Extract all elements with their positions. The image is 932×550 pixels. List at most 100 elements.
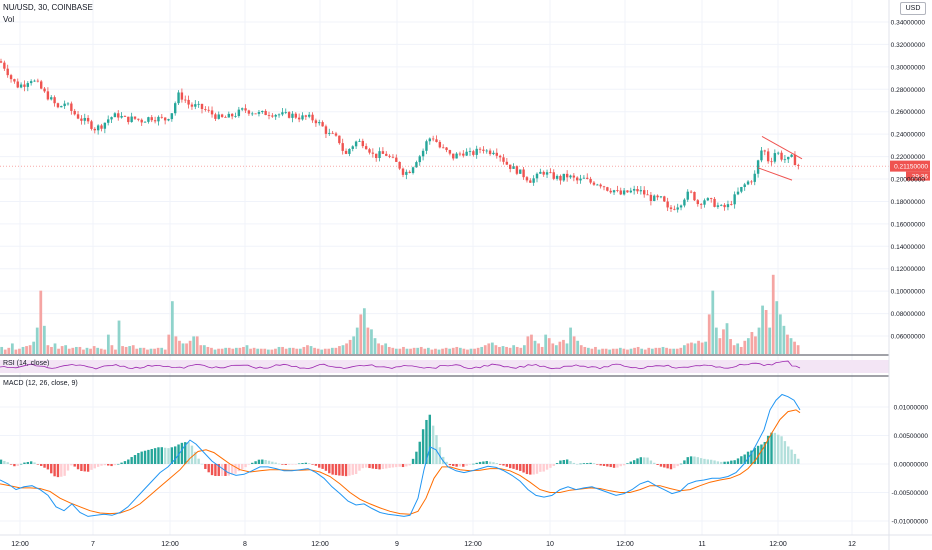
volume-bar	[274, 348, 277, 354]
candle-body	[760, 150, 763, 161]
candle-body	[740, 186, 743, 192]
macd-histogram-bar	[170, 447, 174, 464]
volume-legend[interactable]: Vol	[3, 15, 15, 24]
price-axis[interactable]: 0.34000000 0.32000000 0.30000000 0.28000000…	[891, 20, 929, 526]
candle-body	[50, 97, 53, 100]
volume-bar	[281, 346, 284, 354]
volume-bar	[498, 346, 501, 354]
macd-histogram-bar	[267, 460, 271, 464]
candle-body	[261, 110, 264, 113]
volume-bar	[384, 343, 388, 354]
macd-histogram-bar	[73, 464, 76, 467]
macd-histogram-bar	[153, 448, 157, 464]
candle-body	[338, 135, 341, 144]
volume-bar	[398, 348, 402, 354]
volume-bar	[192, 336, 196, 354]
macd-histogram-bar	[431, 425, 435, 464]
volume-bar	[163, 349, 167, 354]
candle-body	[174, 103, 177, 114]
macd-histogram-bar	[385, 464, 388, 469]
macd-histogram-bar	[492, 462, 495, 464]
symbol-title[interactable]: NU/USD, 30, COINBASE	[3, 3, 93, 12]
rsi-legend[interactable]: RSI (14, close)	[3, 360, 50, 367]
volume-bar	[786, 334, 789, 354]
macd-histogram-bar	[287, 464, 291, 465]
macd-histogram-bar	[311, 464, 314, 465]
macd-histogram-bar	[361, 464, 364, 469]
macd-histogram-bar	[458, 464, 462, 467]
macd-histogram-bar	[428, 414, 431, 464]
candle-body	[498, 155, 502, 158]
candle-body	[559, 175, 562, 181]
volume-bar	[519, 347, 523, 354]
volume-bar	[562, 339, 565, 354]
volume-bar	[309, 346, 313, 354]
macd-histogram-bar	[398, 464, 401, 467]
candle-body	[207, 109, 210, 111]
volume-bar	[686, 343, 690, 354]
macd-histogram-bar	[264, 459, 267, 464]
candle-body	[482, 149, 485, 151]
candle-body	[385, 153, 388, 156]
macd-histogram-bar	[103, 464, 107, 466]
candle-body	[160, 116, 163, 118]
macd-histogram-bar	[676, 464, 679, 467]
last-price-label: 0.21150000	[894, 164, 928, 171]
macd-histogram-bar	[331, 464, 334, 475]
candle-body	[398, 161, 401, 169]
macd-histogram-bar	[723, 461, 726, 464]
macd-line	[0, 393, 801, 517]
candle-body	[783, 159, 787, 161]
time-tick-label: 10	[546, 541, 554, 548]
macd-histogram-bar	[596, 464, 599, 465]
candle-body	[542, 171, 545, 175]
candle-body	[746, 181, 750, 185]
macd-histogram-bar	[512, 464, 515, 469]
candle-body	[244, 108, 247, 111]
volume-bar	[160, 347, 164, 354]
volume-bar	[430, 349, 434, 354]
macd-histogram-bar	[679, 463, 683, 465]
candle-body	[264, 110, 267, 116]
candle-body	[726, 204, 730, 208]
volume-bar	[537, 343, 540, 354]
macd-histogram-bar	[756, 445, 760, 464]
macd-histogram-bar	[733, 460, 736, 464]
macd-histogram-bar	[793, 453, 797, 464]
volume-bar	[558, 341, 562, 354]
volume-bar	[252, 347, 256, 354]
volume-bar	[572, 336, 576, 354]
macd-histogram-bar	[133, 455, 137, 464]
macd-histogram-bar	[425, 419, 428, 464]
macd-histogram-bar	[257, 459, 261, 464]
macd-histogram-bar	[649, 460, 653, 464]
macd-histogram-bar	[341, 464, 344, 476]
candle-body	[308, 114, 311, 117]
volume-bar	[377, 343, 380, 354]
candle-body	[455, 153, 458, 159]
time-axis[interactable]: 12:00 7 12:00 8 12:00 9 12:00 10 12:00 11 12:00 12	[11, 541, 856, 548]
currency-button[interactable]: USD	[900, 2, 926, 15]
candle-body	[679, 205, 683, 208]
rsi-band	[0, 360, 889, 373]
volume-bar	[629, 348, 633, 354]
candle-body	[502, 157, 505, 162]
candle-body	[773, 153, 777, 162]
macd-histogram-bar	[693, 456, 696, 464]
volume-bar	[316, 348, 320, 354]
candle-body	[153, 120, 157, 122]
candle-body	[93, 128, 96, 131]
macd-histogram-bar	[100, 464, 103, 466]
candle-body	[46, 91, 50, 100]
price-tick-label: 0.34000000	[891, 20, 926, 27]
candle-body	[468, 151, 472, 153]
volume-bar	[362, 308, 366, 354]
volume-bar	[754, 336, 757, 354]
volume-bar	[7, 347, 11, 354]
candle-body	[150, 117, 153, 121]
volume-bar	[547, 338, 551, 354]
macd-legend[interactable]: MACD (12, 26, close, 9)	[3, 380, 78, 387]
macd-histogram-bar	[147, 449, 150, 464]
candle-body	[230, 113, 234, 117]
